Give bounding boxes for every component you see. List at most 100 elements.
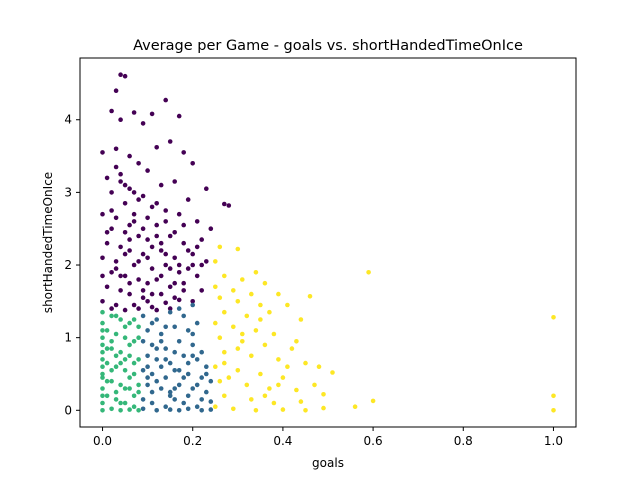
scatter-point (222, 360, 227, 366)
scatter-point (176, 382, 182, 388)
scatter-point (140, 295, 146, 301)
scatter-point (181, 313, 186, 319)
scatter-point (172, 324, 177, 330)
scatter-point (104, 284, 110, 290)
scatter-point (145, 280, 150, 286)
scatter-point (109, 368, 114, 373)
scatter-point (118, 382, 123, 388)
scatter-point (122, 230, 128, 235)
scatter-point (131, 339, 137, 344)
scatter-point (118, 273, 123, 279)
scatter-point (285, 302, 290, 308)
scatter-point (176, 368, 182, 373)
scatter-point (100, 357, 105, 362)
scatter-point (109, 313, 114, 319)
scatter-point (145, 215, 150, 221)
plot-area (80, 58, 576, 427)
scatter-point (104, 360, 110, 366)
scatter-point (122, 324, 128, 330)
scatter-point (204, 389, 209, 395)
scatter-point (208, 407, 214, 412)
scatter-point (122, 251, 128, 257)
scatter-point (194, 273, 200, 279)
scatter-point (136, 335, 141, 341)
scatter-point (154, 317, 159, 322)
scatter-point (158, 273, 164, 279)
scatter-point (280, 407, 286, 412)
scatter-point (176, 408, 182, 413)
scatter-point (100, 299, 105, 304)
scatter-point (140, 193, 146, 199)
scatter-point (122, 73, 128, 79)
scatter-point (149, 371, 155, 377)
scatter-point (181, 222, 186, 228)
scatter-point (118, 349, 123, 355)
scatter-point (140, 226, 146, 231)
scatter-point (113, 331, 119, 337)
scatter-point (185, 371, 191, 377)
scatter-point (249, 353, 254, 359)
scatter-point (253, 328, 259, 333)
scatter-point (154, 222, 159, 228)
scatter-point (208, 399, 214, 404)
scatter-point (136, 408, 141, 413)
scatter-point (199, 408, 204, 413)
scatter-point (145, 364, 150, 370)
scatter-point (163, 251, 168, 257)
scatter-point (154, 201, 159, 206)
scatter-point (258, 371, 263, 377)
scatter-point (253, 408, 259, 413)
scatter-point (100, 349, 105, 355)
scatter-point (131, 190, 137, 195)
scatter-point (190, 342, 195, 348)
scatter-point (118, 408, 123, 413)
scatter-point (163, 404, 168, 410)
scatter-point (109, 406, 114, 412)
scatter-point (172, 386, 177, 391)
scatter-point (131, 404, 137, 410)
plot-frame (79, 57, 577, 428)
x-axis-label: goals (312, 456, 344, 470)
scatter-point (127, 280, 132, 286)
scatter-point (194, 219, 200, 224)
x-tick-label: 0.0 (93, 434, 112, 448)
scatter-point (127, 248, 132, 253)
scatter-point (551, 393, 556, 399)
scatter-point (167, 306, 173, 311)
scatter-point (127, 353, 132, 359)
scatter-point (276, 291, 281, 297)
scatter-point (131, 360, 137, 366)
scatter-point (131, 262, 137, 268)
scatter-point (167, 393, 173, 399)
scatter-point (145, 328, 150, 333)
scatter-point (131, 211, 137, 217)
x-tick-label: 0.6 (364, 434, 383, 448)
scatter-point (109, 208, 114, 213)
scatter-point (100, 342, 105, 348)
scatter-point (109, 378, 114, 384)
scatter-point (163, 300, 168, 306)
scatter-point (122, 386, 128, 391)
scatter-point (267, 386, 272, 391)
scatter-point (181, 353, 186, 359)
scatter-point (176, 339, 182, 344)
scatter-point (140, 397, 146, 402)
scatter-point (551, 315, 556, 320)
scatter-point (204, 186, 209, 191)
scatter-point (127, 386, 132, 391)
scatter-point (149, 320, 155, 326)
scatter-point (190, 161, 195, 166)
scatter-point (167, 389, 173, 395)
scatter-point (172, 368, 177, 373)
scatter-point (316, 364, 322, 370)
scatter-point (109, 339, 114, 344)
scatter-point (145, 375, 150, 380)
scatter-point (204, 371, 209, 377)
scatter-point (145, 382, 150, 388)
y-axis-ticks: 0 1 2 3 4 (64, 113, 80, 417)
scatter-point (100, 408, 105, 413)
scatter-point (122, 368, 128, 373)
scatter-point (149, 111, 155, 117)
y-tick-label: 0 (64, 403, 72, 417)
